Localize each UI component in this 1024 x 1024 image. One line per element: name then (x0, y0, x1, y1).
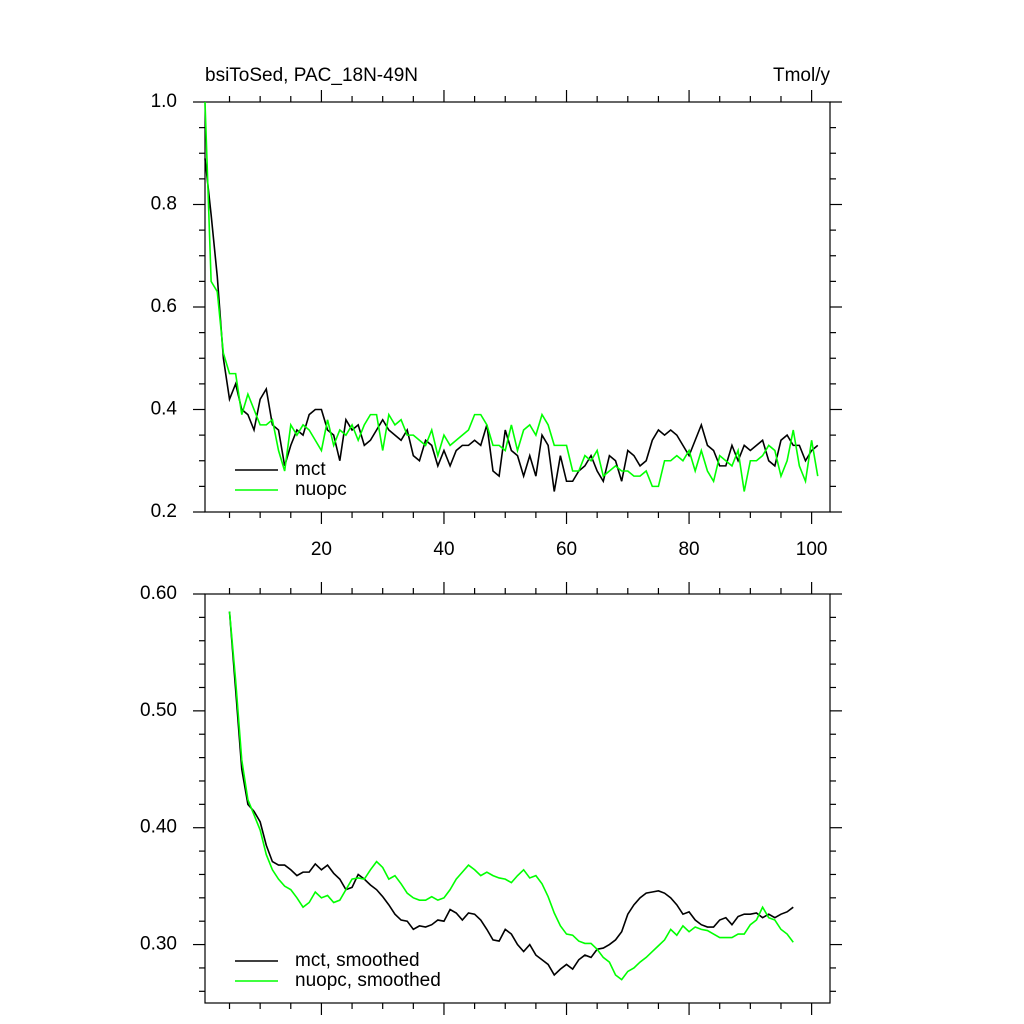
legend-label: mct, smoothed (295, 950, 420, 971)
chart-title: bsiToSed, PAC_18N-49N (205, 65, 418, 86)
data-line (228, 611, 794, 981)
x-tick-label: 40 (433, 539, 454, 560)
x-tick-label: 20 (311, 539, 332, 560)
y-tick-label: 0.50 (140, 700, 177, 721)
x-tick-label: 60 (556, 539, 577, 560)
legend-label: nuopc, smoothed (295, 970, 441, 991)
y-tick-label: 0.4 (151, 399, 178, 420)
y-tick-label: 0.40 (140, 817, 177, 838)
legend-label: nuopc (295, 479, 347, 500)
y-tick-label: 0.6 (151, 296, 177, 317)
data-line (228, 611, 794, 977)
y-tick-label: 0.60 (140, 583, 177, 604)
y-tick-label: 0.30 (140, 934, 177, 955)
plot-frame (204, 593, 831, 1004)
y-tick-label: 0.2 (151, 501, 177, 522)
y-tick-label: 1.0 (151, 91, 177, 112)
data-line (204, 158, 819, 492)
x-tick-label: 100 (796, 539, 828, 560)
y-tick-label: 0.8 (151, 194, 177, 215)
units-label: Tmol/y (773, 65, 831, 86)
x-tick-label: 80 (678, 539, 699, 560)
data-line (204, 101, 819, 492)
legend-label: mct (295, 459, 326, 480)
